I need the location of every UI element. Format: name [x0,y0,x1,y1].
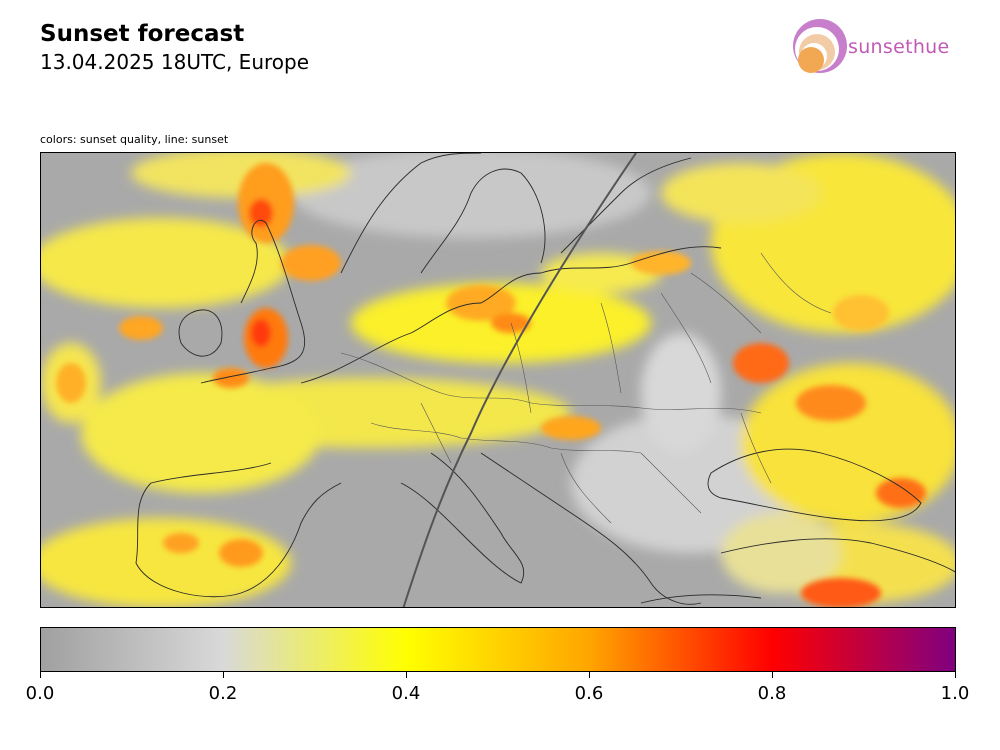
colorbar-tick [223,672,224,678]
colorbar-tick [40,672,41,678]
colorbar-tick [406,672,407,678]
colorbar-tick-label: 1.0 [940,683,970,704]
forecast-map [40,152,956,608]
colorbar-tick-label: 0.8 [757,683,787,704]
page-subtitle: 13.04.2025 18UTC, Europe [40,50,310,74]
colorbar-tick-label: 0.2 [208,683,238,704]
logo-sun-icon [793,19,847,73]
coastlines [135,153,955,605]
colorbar-tick [772,672,773,678]
sunsethue-logo: sunsethue [790,16,960,78]
sunset-line [402,153,637,607]
quality-hotspots [56,163,926,607]
borders [340,252,832,524]
colorbar [40,627,956,672]
colorbar-tick-label: 0.4 [391,683,421,704]
map-canvas [41,153,955,607]
map-caption: colors: sunset quality, line: sunset [40,133,229,146]
colorbar-tick [589,672,590,678]
colorbar-tick [955,672,956,678]
page-title: Sunset forecast [40,21,245,47]
logo-text: sunsethue [848,36,950,58]
colorbar-tick-label: 0.0 [25,683,55,704]
colorbar-tick-label: 0.6 [574,683,604,704]
